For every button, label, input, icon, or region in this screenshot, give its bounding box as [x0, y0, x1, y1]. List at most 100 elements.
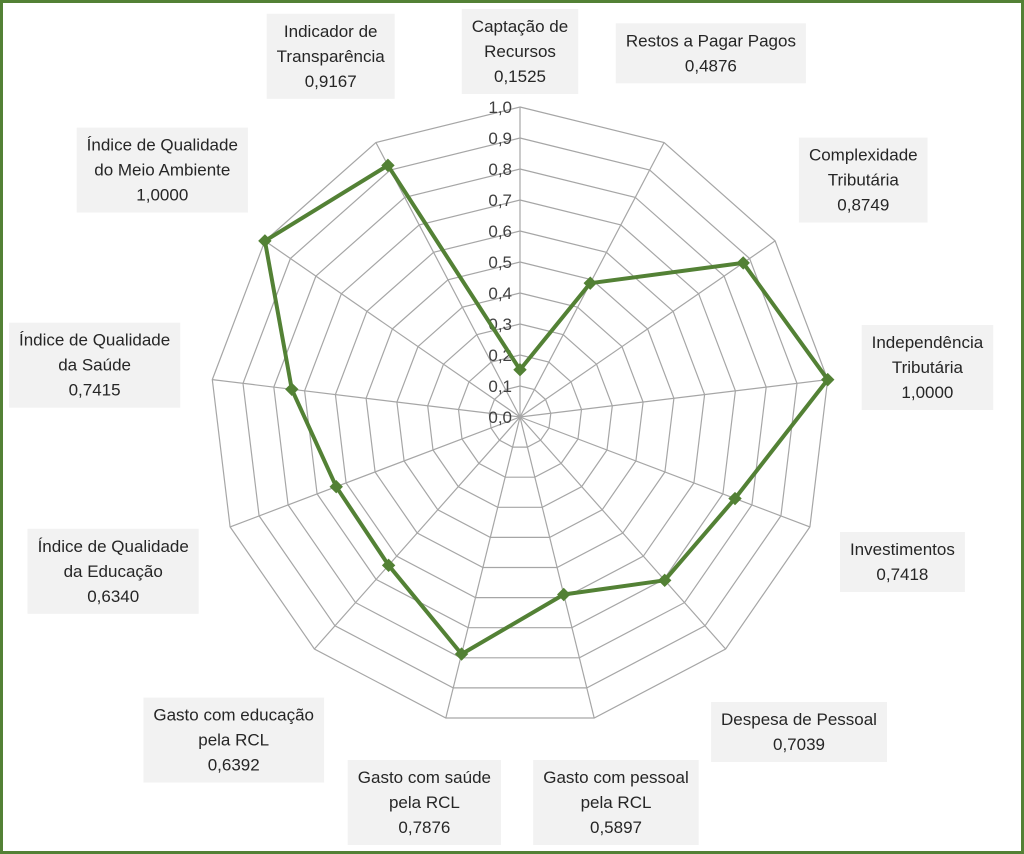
category-name-line: Recursos	[484, 42, 556, 61]
category-label-box	[9, 322, 181, 408]
category-value-label: 0,9167	[305, 72, 357, 91]
category-labels: Captação de Recursos 0,1525 Restos a Pagar …	[9, 9, 994, 845]
grid-ring	[365, 261, 675, 569]
radial-tick-label: 0,7	[488, 191, 512, 210]
grid-spoke	[519, 416, 727, 650]
category-value-label: 0,7876	[398, 818, 450, 837]
category-label: Gasto com educação pela RCL 0,6392	[143, 697, 325, 783]
data-point	[381, 558, 396, 573]
data-point	[821, 372, 835, 387]
radial-tick-label: 0,0	[488, 408, 512, 427]
category-label: Independência Tributária 1,0000	[861, 325, 994, 410]
grid-spoke	[212, 379, 521, 418]
grid-ring	[427, 323, 613, 508]
category-value-label: 0,7039	[773, 735, 825, 754]
category-label: Gasto com pessoal pela RCL 0,5897	[533, 760, 699, 845]
radar-grid	[211, 106, 829, 719]
category-name-line: do Meio Ambiente	[94, 161, 230, 180]
category-label: Índice de Qualidade da Saúde 0,7415	[9, 322, 181, 408]
category-name-line: pela RCL	[581, 793, 652, 812]
category-value-label: 0,5897	[590, 818, 642, 837]
category-name-line: Gasto com pessoal	[543, 768, 689, 787]
category-label-box	[533, 760, 699, 845]
category-label: Índice de Qualidade do Meio Ambiente 1,000…	[76, 127, 248, 213]
category-name-line: Transparência	[277, 47, 386, 66]
grid-ring	[303, 199, 737, 629]
category-label-box	[76, 127, 248, 213]
category-name-line: Índice de Qualidade	[19, 331, 170, 350]
category-label: Indicador de Transparência 0,9167	[266, 13, 395, 99]
radial-tick-label: 1,0	[488, 98, 512, 117]
category-name-line: Índice de Qualidade	[38, 537, 189, 556]
category-label-box	[266, 13, 395, 99]
category-name-line: Índice de Qualidade	[87, 136, 238, 155]
category-label-box	[461, 9, 579, 94]
category-label-box	[27, 528, 199, 614]
category-name-line: Gasto com educação	[153, 706, 314, 725]
grid-spoke	[519, 416, 595, 719]
category-label: Índice de Qualidade da Educação 0,6340	[27, 528, 199, 614]
category-label: Restos a Pagar Pagos 0,4876	[615, 23, 806, 84]
data-point	[454, 647, 469, 661]
category-name-line: Despesa de Pessoal	[721, 710, 877, 729]
category-value-label: 1,0000	[136, 186, 188, 205]
category-name-line: da Saúde	[58, 356, 131, 375]
category-label-box	[861, 325, 994, 410]
series-line	[262, 163, 830, 657]
category-value-label: 0,4876	[685, 56, 737, 75]
category-name-line: pela RCL	[389, 793, 460, 812]
category-name-line: Complexidade	[809, 146, 918, 165]
data-point	[728, 491, 742, 506]
category-label: Investimentos 0,7418	[840, 532, 965, 592]
data-point	[736, 256, 750, 270]
category-label-box	[347, 760, 501, 845]
radial-tick-label: 0,6	[488, 222, 512, 241]
grid-ring	[273, 168, 767, 659]
category-label-box	[840, 532, 965, 592]
category-name-line: Investimentos	[850, 540, 955, 559]
category-name-line: Tributária	[892, 358, 964, 377]
category-label: Captação de Recursos 0,1525	[461, 9, 579, 94]
category-value-label: 0,6340	[87, 587, 139, 606]
category-value-label: 0,1525	[494, 67, 546, 86]
category-name-line: Captação de	[472, 17, 568, 36]
radar-chart: 0,00,10,20,30,40,50,60,70,80,91,0Captaçã…	[9, 9, 994, 845]
data-point	[258, 234, 272, 248]
category-label: Complexidade Tributária 0,8749	[798, 137, 928, 223]
data-point	[557, 587, 571, 602]
grid-spoke	[313, 416, 521, 650]
category-name-line: pela RCL	[198, 731, 269, 750]
series-markers	[258, 158, 835, 661]
grid-spoke	[519, 379, 828, 418]
data-point	[285, 382, 299, 397]
data-point	[329, 479, 343, 494]
data-point	[381, 158, 395, 173]
category-name-line: Independência	[872, 333, 984, 352]
category-label-box	[798, 137, 928, 223]
radial-tick-label: 0,5	[488, 253, 512, 272]
grid-ring	[334, 230, 706, 599]
radial-tick-label: 0,9	[488, 129, 512, 148]
grid-spoke	[229, 416, 521, 528]
category-label-box	[143, 697, 325, 783]
category-name-line: Indicador de	[284, 22, 378, 41]
category-label-box	[615, 23, 806, 84]
category-value-label: 0,7415	[69, 381, 121, 400]
category-value-label: 0,8749	[837, 196, 889, 215]
category-name-line: Tributária	[828, 171, 900, 190]
grid-ring	[396, 292, 644, 539]
radial-tick-label: 0,1	[488, 377, 512, 396]
grid-ring	[211, 106, 829, 719]
radial-tick-labels: 0,00,10,20,30,40,50,60,70,80,91,0	[488, 98, 512, 427]
grid-spoke	[375, 142, 521, 418]
grid-spoke	[519, 416, 811, 528]
category-name-line: Gasto com saúde	[358, 768, 491, 787]
grid-ring	[488, 385, 552, 448]
category-value-label: 0,6392	[208, 756, 260, 775]
category-value-label: 0,7418	[876, 565, 928, 584]
data-point	[657, 573, 672, 588]
grid-spoke	[445, 416, 521, 719]
category-label-box	[711, 702, 887, 762]
radial-tick-label: 0,4	[488, 284, 512, 303]
